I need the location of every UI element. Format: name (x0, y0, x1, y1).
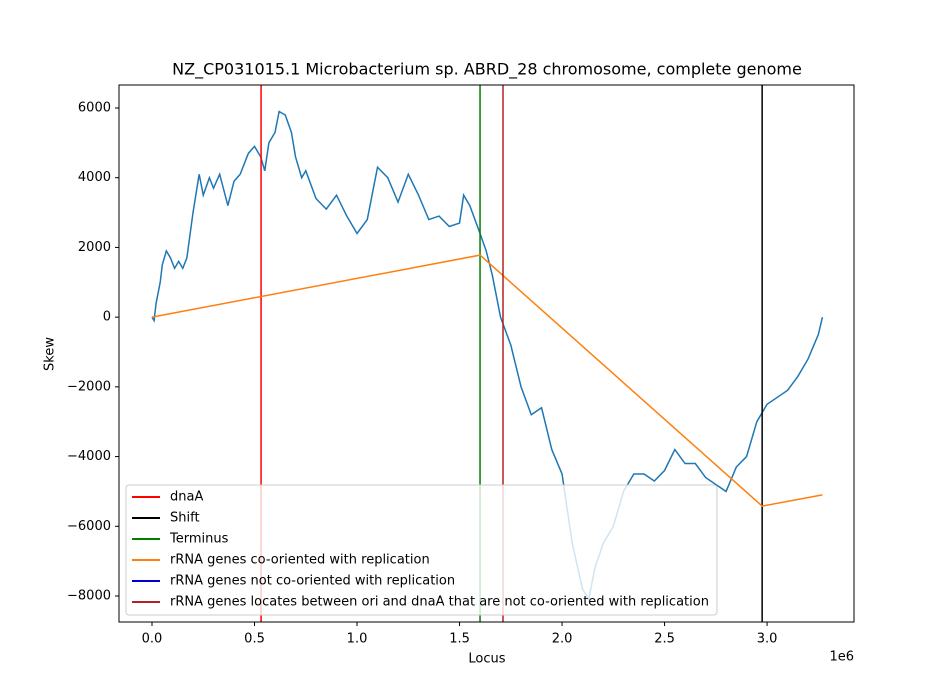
y-tick-label: −8000 (67, 588, 111, 603)
legend-label: rRNA genes not co-oriented with replicat… (170, 574, 455, 589)
x-axis-label: Locus (468, 652, 505, 667)
axes-frame (118, 84, 855, 623)
legend-label: dnaA (170, 490, 203, 505)
y-tick-label: −4000 (67, 449, 111, 464)
x-tick-label: 1.0 (347, 632, 368, 647)
y-tick-label: −2000 (67, 379, 111, 394)
x-tick-label: 0.5 (244, 632, 265, 647)
series-line (151, 254, 823, 507)
x-tick-label: 2.0 (552, 632, 573, 647)
y-tick-label: 2000 (78, 240, 111, 255)
legend: dnaA Shift Terminus rRNA genes co-oriented … (125, 484, 718, 616)
skew-line (151, 110, 824, 602)
chart-title: NZ_CP031015.1 Microbacterium sp. ABRD_28… (172, 60, 802, 80)
legend-box (125, 484, 718, 616)
legend-label: rRNA genes co-oriented with replication (170, 553, 430, 568)
y-tick-label: 4000 (78, 170, 111, 185)
legend-label: Shift (170, 511, 200, 526)
legend-label: Terminus (169, 532, 229, 547)
y-tick-label: 0 (103, 310, 111, 325)
x-offset-label: 1e6 (829, 650, 854, 665)
y-tick-label: −6000 (67, 519, 111, 534)
x-tick-label: 1.5 (449, 632, 470, 647)
x-tick-label: 2.5 (654, 632, 675, 647)
x-tick-label: 3.0 (757, 632, 778, 647)
y-tick-label: 6000 (78, 101, 111, 116)
x-tick-label: 0.0 (142, 632, 163, 647)
y-axis-label: Skew (43, 337, 58, 371)
legend-label: rRNA genes locates between ori and dnaA … (170, 595, 709, 610)
